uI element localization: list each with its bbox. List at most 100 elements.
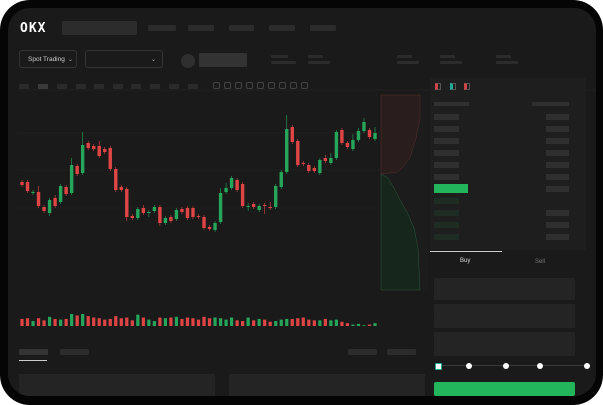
interval-button[interactable] bbox=[38, 84, 48, 89]
interval-button[interactable] bbox=[76, 84, 86, 89]
candle-body bbox=[25, 182, 30, 191]
candle-body bbox=[75, 166, 79, 174]
camera-icon[interactable] bbox=[279, 82, 286, 89]
coin-icon bbox=[181, 54, 195, 68]
candle-body bbox=[31, 192, 35, 193]
amount-input[interactable] bbox=[434, 304, 575, 328]
volume-bar bbox=[351, 324, 355, 326]
depth-asks-area bbox=[380, 94, 421, 175]
interval-icon[interactable] bbox=[235, 82, 242, 89]
volume-bar bbox=[373, 323, 377, 326]
candle-body bbox=[274, 186, 278, 207]
candle-body bbox=[251, 204, 256, 207]
interval-button[interactable] bbox=[169, 84, 179, 89]
nav-item[interactable] bbox=[310, 25, 336, 31]
ask-price bbox=[434, 114, 459, 120]
filter-button[interactable] bbox=[387, 349, 416, 355]
nav-item[interactable] bbox=[269, 25, 295, 31]
amount-slider[interactable] bbox=[438, 365, 588, 366]
candle-body bbox=[174, 210, 179, 219]
tab-order-history[interactable] bbox=[60, 349, 89, 355]
total-input[interactable] bbox=[434, 332, 575, 356]
candle-body bbox=[125, 189, 129, 217]
tab-sell[interactable]: Sell bbox=[535, 259, 546, 265]
ask-amount bbox=[546, 138, 569, 144]
slider-mark-100[interactable] bbox=[584, 363, 590, 369]
stat bbox=[440, 55, 455, 58]
candle-body bbox=[20, 182, 24, 185]
volume-bar bbox=[274, 321, 278, 326]
interval-button[interactable] bbox=[150, 84, 160, 89]
buy-button[interactable] bbox=[434, 382, 575, 396]
interval-button[interactable] bbox=[131, 84, 141, 89]
interval-button[interactable] bbox=[188, 84, 198, 89]
filter-button[interactable] bbox=[348, 349, 377, 355]
ask-amount bbox=[546, 174, 569, 180]
slider-mark-50[interactable] bbox=[503, 363, 509, 369]
volume-bar bbox=[296, 318, 300, 326]
interval-button[interactable] bbox=[113, 84, 123, 89]
volume-bar bbox=[130, 320, 134, 326]
candle-body bbox=[285, 129, 289, 172]
volume-bar bbox=[323, 318, 327, 326]
column-header bbox=[532, 102, 569, 106]
tab-buy[interactable]: Buy bbox=[460, 258, 471, 264]
nav-item[interactable] bbox=[148, 25, 176, 31]
ask-amount bbox=[546, 150, 569, 156]
volume-bar bbox=[47, 316, 52, 326]
asks-only-icon[interactable] bbox=[464, 83, 470, 90]
volume-bar bbox=[290, 318, 294, 326]
volume-bar bbox=[252, 320, 256, 326]
slider-mark-25[interactable] bbox=[466, 363, 472, 369]
chevron-down-icon: ⌄ bbox=[150, 56, 156, 63]
volume-bar bbox=[174, 316, 179, 326]
volume-bar bbox=[147, 319, 151, 326]
bid-price bbox=[434, 210, 459, 216]
slider-handle[interactable] bbox=[435, 363, 442, 370]
interval-button[interactable] bbox=[57, 84, 67, 89]
chevron-down-icon[interactable] bbox=[246, 82, 253, 89]
volume-bar bbox=[329, 320, 333, 326]
candle-body bbox=[340, 130, 344, 143]
fullscreen-icon[interactable] bbox=[301, 82, 308, 89]
bid-price bbox=[434, 198, 459, 204]
nav-item[interactable] bbox=[229, 25, 254, 31]
ask-price bbox=[434, 150, 459, 156]
ask-amount bbox=[546, 114, 569, 120]
ruler-icon[interactable] bbox=[268, 82, 275, 89]
volume-bar bbox=[356, 323, 361, 326]
orderbook bbox=[430, 78, 586, 250]
volume-bar bbox=[246, 317, 250, 326]
candle-body bbox=[367, 130, 372, 137]
interval-button[interactable] bbox=[94, 84, 104, 89]
stat bbox=[308, 55, 323, 58]
stat bbox=[271, 55, 288, 58]
chevron-down-icon[interactable] bbox=[224, 82, 231, 89]
slider-mark-75[interactable] bbox=[537, 363, 543, 369]
pair-dropdown[interactable]: ⌄ bbox=[85, 50, 163, 68]
market-type-dropdown[interactable]: Spot Trading ⌄ bbox=[19, 50, 77, 68]
volume-bar bbox=[213, 317, 217, 326]
volume-bar bbox=[263, 319, 267, 326]
candle-body bbox=[262, 205, 267, 206]
tab-open-orders[interactable] bbox=[19, 349, 48, 355]
volume-bar bbox=[334, 319, 338, 326]
interval-button[interactable] bbox=[19, 84, 29, 89]
candle-body bbox=[202, 217, 206, 228]
price-input[interactable] bbox=[434, 278, 575, 300]
ask-amount bbox=[546, 126, 569, 132]
both-sides-icon[interactable] bbox=[435, 83, 441, 90]
indicator-icon[interactable] bbox=[213, 82, 220, 89]
candle-body bbox=[240, 184, 245, 206]
settings-icon[interactable] bbox=[290, 82, 297, 89]
line-icon[interactable] bbox=[257, 82, 264, 89]
price-block bbox=[199, 53, 247, 67]
search-bar[interactable] bbox=[62, 21, 137, 35]
bids-only-icon[interactable] bbox=[450, 83, 456, 90]
nav-item[interactable] bbox=[188, 25, 214, 31]
bid-amount bbox=[546, 210, 569, 216]
volume-bar bbox=[25, 318, 30, 326]
candle-body bbox=[196, 216, 201, 217]
volume-bar bbox=[191, 318, 195, 326]
